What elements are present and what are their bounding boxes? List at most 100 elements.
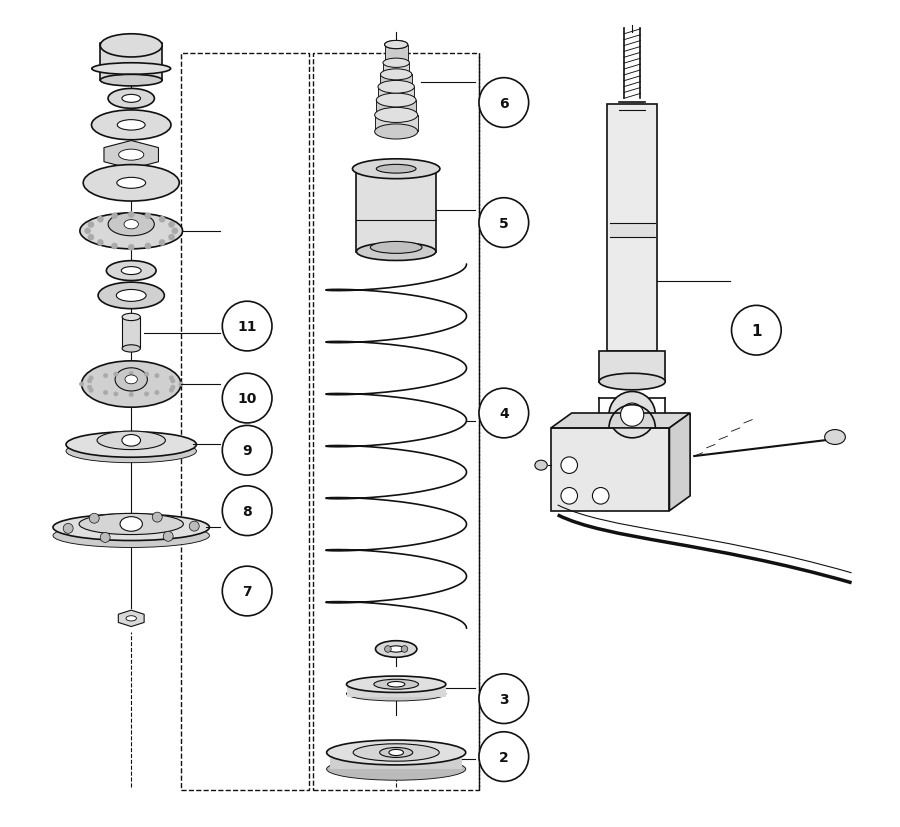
Ellipse shape <box>382 59 410 69</box>
Bar <box>551 428 670 511</box>
Ellipse shape <box>92 64 171 75</box>
Circle shape <box>63 523 73 533</box>
Ellipse shape <box>126 616 137 621</box>
Bar <box>622 103 643 111</box>
Circle shape <box>169 376 174 381</box>
Circle shape <box>222 566 272 616</box>
Bar <box>374 116 418 132</box>
Text: 1: 1 <box>752 323 761 338</box>
Polygon shape <box>104 141 158 170</box>
Circle shape <box>170 379 176 384</box>
Circle shape <box>621 404 644 427</box>
Text: 10: 10 <box>238 392 256 405</box>
Circle shape <box>128 212 134 218</box>
Ellipse shape <box>79 514 184 535</box>
Circle shape <box>97 217 104 223</box>
Bar <box>610 223 654 238</box>
Bar <box>122 318 140 349</box>
Ellipse shape <box>122 267 141 275</box>
Circle shape <box>87 235 94 241</box>
Circle shape <box>561 457 578 474</box>
Circle shape <box>128 245 134 251</box>
Bar <box>381 75 412 88</box>
Ellipse shape <box>353 160 440 179</box>
Ellipse shape <box>100 75 162 87</box>
Ellipse shape <box>122 435 140 447</box>
Ellipse shape <box>117 121 145 131</box>
Circle shape <box>222 486 272 536</box>
Circle shape <box>189 522 199 532</box>
Circle shape <box>79 382 84 387</box>
Bar <box>313 54 479 790</box>
Text: 5: 5 <box>499 217 508 230</box>
Ellipse shape <box>599 374 665 390</box>
Circle shape <box>222 302 272 351</box>
Circle shape <box>88 376 94 381</box>
Bar <box>599 351 665 382</box>
Bar <box>384 45 408 64</box>
Circle shape <box>163 532 173 542</box>
Circle shape <box>129 371 134 376</box>
Text: 7: 7 <box>242 585 252 598</box>
Circle shape <box>145 213 151 220</box>
Circle shape <box>479 389 528 438</box>
Ellipse shape <box>824 430 845 445</box>
Circle shape <box>401 646 408 653</box>
Ellipse shape <box>97 432 166 450</box>
Ellipse shape <box>117 178 146 189</box>
Ellipse shape <box>356 243 436 261</box>
Polygon shape <box>551 414 690 428</box>
Circle shape <box>87 379 92 384</box>
Ellipse shape <box>106 261 156 281</box>
Ellipse shape <box>381 69 412 81</box>
Ellipse shape <box>346 686 446 701</box>
Ellipse shape <box>115 368 148 391</box>
Text: 4: 4 <box>499 407 508 420</box>
Circle shape <box>479 674 528 724</box>
Ellipse shape <box>66 433 196 457</box>
Circle shape <box>112 213 118 220</box>
Bar <box>356 170 436 252</box>
Ellipse shape <box>346 676 446 693</box>
Ellipse shape <box>83 165 179 202</box>
Text: 11: 11 <box>238 320 256 333</box>
Ellipse shape <box>116 290 146 302</box>
Circle shape <box>113 392 119 397</box>
Ellipse shape <box>376 94 416 108</box>
Circle shape <box>145 243 151 250</box>
Ellipse shape <box>380 748 413 758</box>
Ellipse shape <box>375 641 417 657</box>
Circle shape <box>97 240 104 246</box>
Ellipse shape <box>384 41 408 50</box>
Circle shape <box>89 514 99 523</box>
Bar <box>376 101 416 116</box>
Ellipse shape <box>92 111 171 141</box>
Circle shape <box>732 306 781 356</box>
Ellipse shape <box>327 758 465 781</box>
Circle shape <box>222 374 272 423</box>
Circle shape <box>129 393 134 398</box>
Bar <box>330 753 463 769</box>
Circle shape <box>158 217 166 223</box>
Circle shape <box>103 374 108 379</box>
Circle shape <box>113 372 119 377</box>
Polygon shape <box>670 414 690 511</box>
Bar <box>608 105 657 351</box>
Ellipse shape <box>119 150 144 161</box>
Ellipse shape <box>535 461 547 471</box>
Text: 3: 3 <box>499 692 508 705</box>
Circle shape <box>158 240 166 246</box>
Ellipse shape <box>388 681 405 687</box>
Bar <box>181 54 310 790</box>
Circle shape <box>479 198 528 248</box>
Text: 9: 9 <box>242 444 252 457</box>
Ellipse shape <box>122 95 140 103</box>
Circle shape <box>155 390 159 395</box>
Circle shape <box>87 222 94 228</box>
Text: 8: 8 <box>242 504 252 518</box>
Circle shape <box>172 228 178 235</box>
Circle shape <box>87 385 92 390</box>
Circle shape <box>152 513 162 523</box>
Ellipse shape <box>82 361 181 408</box>
Ellipse shape <box>353 744 439 761</box>
